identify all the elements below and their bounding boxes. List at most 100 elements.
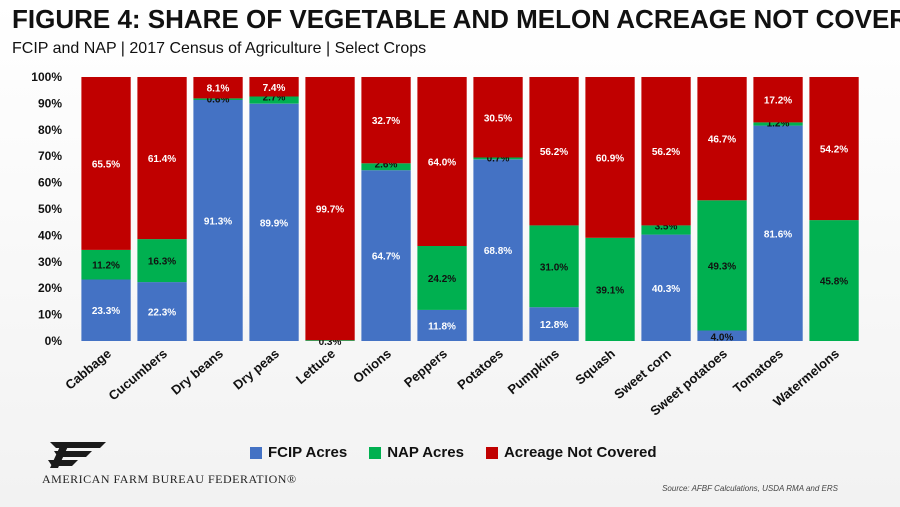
- x-category-label: Dry peas: [230, 346, 282, 393]
- data-label: 49.3%: [708, 261, 736, 272]
- data-label: 81.6%: [764, 229, 792, 240]
- bar-segment: [137, 239, 187, 283]
- page-title: FIGURE 4: SHARE OF VEGETABLE AND MELON A…: [12, 4, 900, 34]
- bar-segment: [697, 77, 747, 201]
- bar-segment: [697, 330, 747, 341]
- data-label: 2.7%: [263, 93, 286, 104]
- x-category-label: Dry beans: [168, 346, 226, 398]
- data-label: 65.5%: [92, 160, 120, 171]
- bar-segment: [249, 96, 299, 104]
- bar-segment: [193, 100, 243, 341]
- data-label: 91.3%: [204, 217, 232, 228]
- bar-segment: [809, 77, 859, 221]
- bar-segment: [417, 77, 467, 246]
- legend-label-nap: NAP Acres: [387, 444, 464, 461]
- x-category-label: Tomatoes: [730, 346, 786, 396]
- y-tick-label: 60%: [38, 176, 62, 190]
- bar-segment: [361, 170, 411, 341]
- data-label: 11.2%: [92, 261, 120, 272]
- bar-segment: [641, 77, 691, 226]
- y-tick-label: 30%: [38, 255, 62, 269]
- bar-segment: [137, 77, 187, 240]
- data-label: 89.9%: [260, 218, 288, 229]
- legend-swatch-nap: [369, 446, 382, 459]
- data-label: 64.7%: [372, 252, 400, 263]
- data-label: 11.8%: [428, 321, 456, 332]
- bar-segment: [249, 77, 299, 97]
- bar-segment: [417, 309, 467, 341]
- y-tick-label: 90%: [38, 96, 62, 110]
- bar-segment: [361, 163, 411, 171]
- bar-segment: [81, 249, 131, 280]
- bar-segment: [417, 246, 467, 310]
- data-label: 4.0%: [711, 332, 734, 343]
- legend-item-nap: NAP Acres: [369, 444, 464, 461]
- data-label: 56.2%: [652, 147, 680, 158]
- x-category-label: Cucumbers: [105, 346, 169, 403]
- data-label: 61.4%: [148, 154, 176, 165]
- bar-segment: [753, 77, 803, 123]
- bar-segment: [641, 225, 691, 235]
- legend-swatch-fcip: [250, 446, 262, 459]
- bar-segment: [753, 125, 803, 341]
- legend-swatch-not-covered: [485, 446, 498, 459]
- x-category-label: Squash: [572, 346, 618, 388]
- bar-segment: [81, 279, 131, 341]
- chart-legend: FCIP Acres NAP Acres Acreage Not Covered: [250, 444, 657, 461]
- y-tick-label: 20%: [38, 281, 62, 295]
- data-label: 31.0%: [540, 262, 568, 273]
- data-label: 60.9%: [596, 153, 624, 164]
- bar-segment: [529, 225, 579, 308]
- y-tick-label: 50%: [38, 202, 62, 216]
- legend-item-fcip: FCIP Acres: [250, 444, 347, 461]
- data-label: 45.8%: [820, 277, 848, 288]
- bar-segment: [641, 234, 691, 341]
- bar-segment: [585, 77, 635, 238]
- data-label: 22.3%: [148, 308, 176, 319]
- legend-label-not-covered: Acreage Not Covered: [503, 444, 657, 461]
- x-category-label: Cabbage: [62, 346, 114, 393]
- bar-segment: [193, 98, 243, 100]
- bar-segment: [361, 77, 411, 164]
- data-label: 30.5%: [484, 113, 512, 124]
- data-label: 56.2%: [540, 147, 568, 158]
- y-tick-label: 10%: [38, 308, 62, 322]
- data-label: 23.3%: [92, 306, 120, 317]
- data-label: 1.2%: [767, 118, 790, 129]
- x-category-label: Peppers: [401, 346, 450, 390]
- bar-segment: [809, 220, 859, 341]
- y-tick-label: 0%: [45, 334, 63, 348]
- y-tick-label: 40%: [38, 228, 62, 242]
- data-label: 8.1%: [207, 84, 230, 95]
- afbf-logo-icon: [48, 442, 106, 468]
- bar-segment: [585, 237, 635, 341]
- data-label: 0.7%: [487, 154, 510, 165]
- data-label: 7.4%: [263, 83, 286, 94]
- data-label: 17.2%: [764, 96, 792, 107]
- bar-segment: [137, 282, 187, 341]
- data-label: 68.8%: [484, 246, 512, 257]
- bar-segment: [193, 77, 243, 99]
- data-label: 32.7%: [372, 116, 400, 127]
- data-label: 3.5%: [655, 221, 678, 232]
- data-label: 39.1%: [596, 285, 624, 296]
- y-tick-label: 70%: [38, 149, 62, 163]
- legend-label-fcip: FCIP Acres: [268, 444, 348, 461]
- y-tick-label: 100%: [31, 70, 62, 84]
- bar-segment: [473, 157, 523, 160]
- bar-segment: [305, 340, 355, 341]
- x-category-label: Lettuce: [293, 346, 338, 387]
- data-label: 46.7%: [708, 135, 736, 146]
- x-category-label: Onions: [350, 346, 394, 386]
- data-label: 54.2%: [820, 145, 848, 156]
- organization-name: AMERICAN FARM BUREAU FEDERATION®: [42, 472, 297, 486]
- page-subtitle: FCIP and NAP | 2017 Census of Agricultur…: [12, 40, 427, 57]
- data-label: 0.6%: [207, 94, 230, 105]
- bar-segment: [473, 77, 523, 158]
- bar-segment: [81, 77, 131, 250]
- bar-segment: [249, 103, 299, 341]
- data-label: 99.7%: [316, 205, 344, 216]
- data-label: 12.8%: [540, 320, 568, 331]
- x-category-label: Pumpkins: [505, 346, 562, 397]
